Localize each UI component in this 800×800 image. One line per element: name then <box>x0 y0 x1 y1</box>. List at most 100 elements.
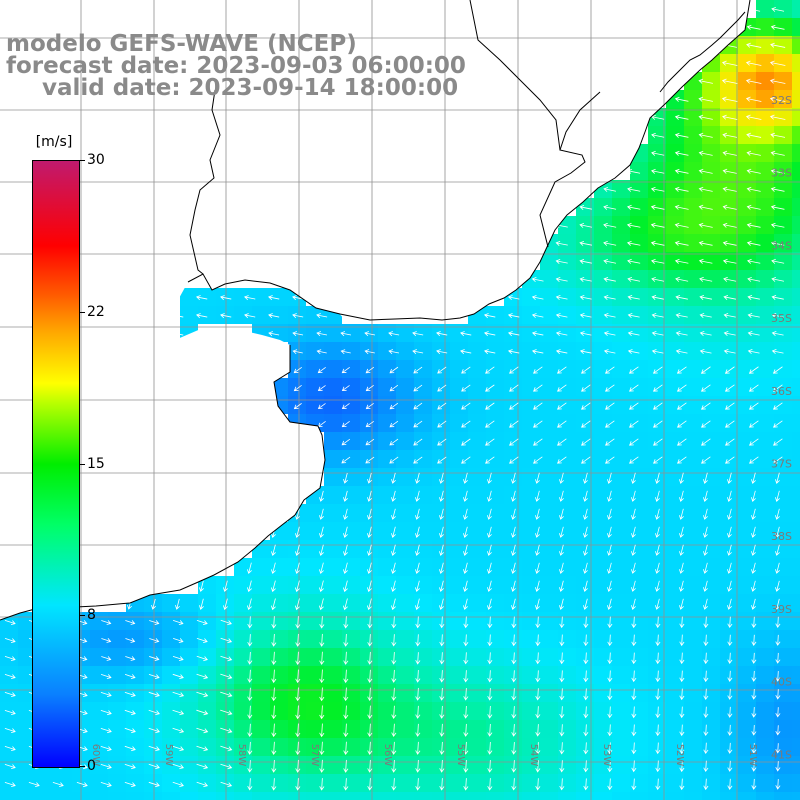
wind-arrow <box>603 204 617 210</box>
wind-speed-cell <box>414 378 432 396</box>
wind-speed-cell <box>630 612 648 630</box>
wind-speed-cell <box>468 684 486 702</box>
wind-arrow <box>509 366 519 374</box>
wind-arrow <box>487 598 492 610</box>
wind-speed-cell <box>324 522 342 540</box>
wind-arrow <box>627 331 640 337</box>
wind-arrow <box>101 620 112 625</box>
wind-speed-cell <box>486 324 504 342</box>
wind-speed-cell <box>558 666 576 684</box>
wind-speed-cell <box>432 558 450 576</box>
wind-speed-cell <box>612 774 630 792</box>
wind-speed-cell <box>576 324 594 342</box>
colorbar-tick-label: 8 <box>87 607 96 623</box>
wind-arrow <box>583 688 589 701</box>
wind-speed-cell <box>522 414 540 432</box>
wind-speed-cell <box>720 378 738 396</box>
wind-arrow <box>460 349 472 355</box>
wind-arrow <box>631 508 636 520</box>
wind-speed-cell <box>360 432 378 450</box>
wind-arrow <box>626 240 641 246</box>
wind-arrow <box>535 706 541 719</box>
wind-arrow <box>270 562 276 575</box>
wind-speed-cell <box>594 198 612 216</box>
wind-arrow <box>557 402 567 410</box>
wind-speed-cell <box>90 792 108 800</box>
wind-arrow <box>271 669 277 684</box>
wind-speed-cell <box>648 702 666 720</box>
wind-speed-cell <box>468 396 486 414</box>
valid-date: valid date: 2023-09-14 18:00:00 <box>42 75 459 101</box>
wind-arrow <box>745 96 762 102</box>
wind-arrow <box>724 402 735 410</box>
wind-arrow <box>415 723 421 737</box>
wind-arrow <box>507 313 520 319</box>
wind-speed-cell <box>792 396 800 414</box>
wind-arrow <box>463 472 468 484</box>
wind-speed-cell <box>666 432 684 450</box>
wind-speed-cell <box>378 450 396 468</box>
wind-speed-cell <box>756 774 774 792</box>
wind-speed-cell <box>108 648 126 666</box>
wind-arrow <box>342 580 348 593</box>
wind-arrow <box>220 655 233 662</box>
wind-arrow <box>247 760 253 773</box>
wind-arrow <box>511 706 517 719</box>
wind-speed-cell <box>666 612 684 630</box>
wind-arrow <box>627 313 640 319</box>
wind-arrow <box>775 725 781 736</box>
wind-speed-cell <box>720 162 738 180</box>
wind-speed-cell <box>612 576 630 594</box>
wind-arrow <box>463 526 468 538</box>
wind-speed-cell <box>468 630 486 648</box>
wind-arrow <box>555 240 568 246</box>
wind-speed-cell <box>360 684 378 702</box>
wind-speed-cell <box>594 720 612 738</box>
wind-speed-cell <box>792 378 800 396</box>
wind-arrow <box>674 114 689 120</box>
wind-speed-cell <box>306 306 324 324</box>
wind-speed-cell <box>432 648 450 666</box>
wind-speed-cell <box>702 630 720 648</box>
wind-arrow <box>769 96 786 102</box>
wind-speed-cell <box>486 684 504 702</box>
wind-arrow <box>581 438 591 446</box>
wind-speed-cell <box>0 738 18 756</box>
wind-speed-cell <box>468 792 486 800</box>
wind-speed-cell <box>666 594 684 612</box>
wind-speed-cell <box>180 756 198 774</box>
wind-arrow <box>651 276 665 282</box>
wind-speed-cell <box>270 612 288 630</box>
wind-speed-cell <box>324 378 342 396</box>
wind-speed-cell <box>306 630 324 648</box>
wind-arrow <box>727 562 732 574</box>
wind-speed-cell <box>198 702 216 720</box>
wind-arrow <box>101 656 112 661</box>
wind-speed-cell <box>396 774 414 792</box>
wind-speed-cell <box>126 666 144 684</box>
wind-arrow <box>4 781 16 788</box>
wind-speed-cell <box>792 144 800 162</box>
wind-speed-cell <box>378 666 396 684</box>
wind-arrow <box>629 456 639 464</box>
wind-arrow <box>559 652 565 665</box>
wind-arrow <box>271 616 277 629</box>
wind-speed-cell <box>792 198 800 216</box>
wind-speed-cell <box>216 738 234 756</box>
wind-arrow <box>511 508 516 520</box>
longitude-label: 59W <box>163 744 174 767</box>
wind-speed-cell <box>144 666 162 684</box>
wind-arrow <box>727 688 733 700</box>
wind-speed-cell <box>702 72 720 90</box>
wind-speed-cell <box>738 486 756 504</box>
wind-speed-cell <box>594 630 612 648</box>
wind-speed-cell <box>684 324 702 342</box>
wind-speed-cell <box>630 756 648 774</box>
wind-speed-cell <box>108 756 126 774</box>
wind-speed-cell <box>324 468 342 486</box>
wind-speed-cell <box>576 342 594 360</box>
wind-speed-cell <box>486 342 504 360</box>
wind-speed-cell <box>306 666 324 684</box>
wind-arrow <box>581 456 591 464</box>
wind-speed-cell <box>792 360 800 378</box>
